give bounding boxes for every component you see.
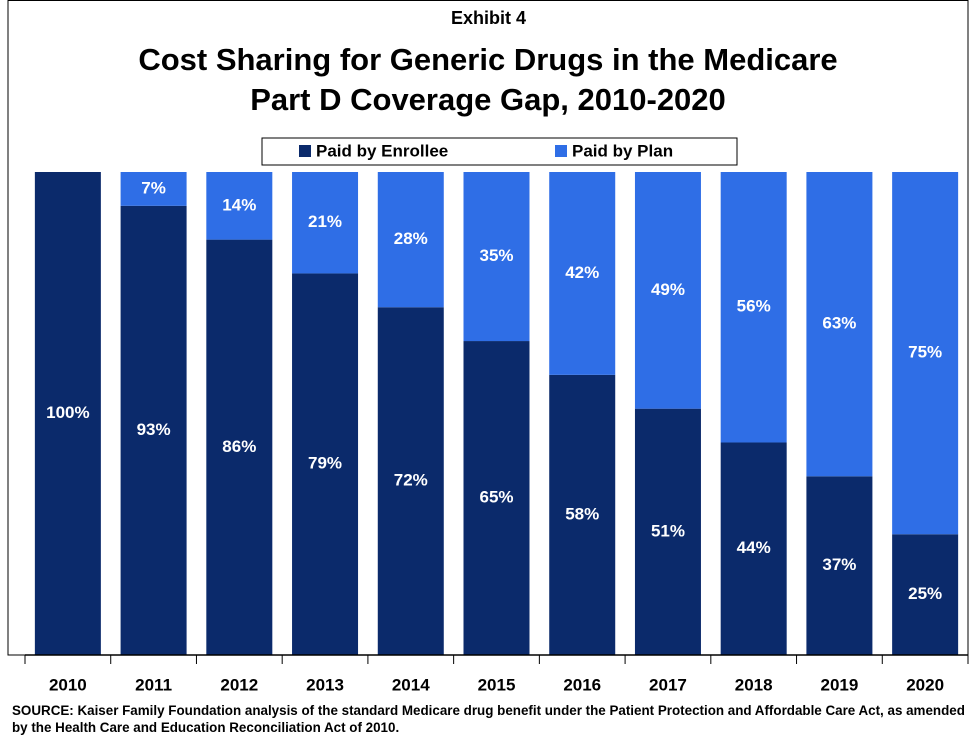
bar-segment <box>634 172 701 409</box>
data-label: 86% <box>222 437 256 456</box>
x-tick-label: 2011 <box>135 675 172 694</box>
bar-segment <box>549 172 616 375</box>
bar-segment <box>377 307 444 655</box>
data-label: 58% <box>565 504 599 523</box>
x-tick-label: 2013 <box>306 675 344 694</box>
x-tick-label: 2015 <box>478 675 516 694</box>
data-label: 49% <box>651 280 685 299</box>
data-label: 28% <box>394 229 428 248</box>
data-label: 42% <box>565 263 599 282</box>
data-label: 100% <box>46 403 89 422</box>
data-label: 25% <box>908 584 942 603</box>
data-label: 63% <box>822 314 856 333</box>
x-tick-label: 2010 <box>49 675 87 694</box>
chart-title: Cost Sharing for Generic Drugs in the Me… <box>138 42 838 117</box>
x-tick-label: 2016 <box>563 675 601 694</box>
data-label: 44% <box>737 538 771 557</box>
data-label: 37% <box>822 555 856 574</box>
bar-segment <box>206 239 273 655</box>
bar-segment <box>377 172 444 308</box>
bar-segment <box>120 172 187 206</box>
x-tick-label: 2014 <box>392 675 430 694</box>
x-tick-label: 2019 <box>820 675 858 694</box>
data-label: 51% <box>651 521 685 540</box>
bar-segment <box>463 172 530 342</box>
x-tick-label: 2018 <box>735 675 773 694</box>
bar-segment <box>892 534 959 655</box>
bar-segment <box>292 172 359 274</box>
chart-subtitle: Exhibit 4 <box>450 8 526 28</box>
data-label: 72% <box>394 471 428 490</box>
bar-segment <box>292 273 359 655</box>
source-note: SOURCE: Kaiser Family Foundation analysi… <box>12 703 965 735</box>
data-label: 75% <box>908 343 942 362</box>
bar-segment <box>806 476 873 655</box>
bar-segment <box>34 172 101 655</box>
bar-segment <box>206 172 273 240</box>
data-label: 79% <box>308 454 342 473</box>
data-label: 93% <box>137 420 171 439</box>
data-label: 65% <box>479 488 513 507</box>
bar-segment <box>463 341 530 655</box>
bar-segment <box>720 442 787 655</box>
legend-label: Paid by Plan <box>572 141 673 160</box>
x-tick-label: 2017 <box>649 675 687 694</box>
legend-box <box>261 137 738 166</box>
data-label: 35% <box>479 246 513 265</box>
bar-segment <box>892 172 959 535</box>
bar-segment <box>806 172 873 477</box>
bar-segment <box>634 408 701 655</box>
legend-swatch <box>299 145 311 157</box>
data-label: 56% <box>737 297 771 316</box>
data-label: 7% <box>141 178 166 197</box>
x-tick-label: 2020 <box>906 675 944 694</box>
data-label: 14% <box>222 195 256 214</box>
legend-label: Paid by Enrollee <box>316 141 448 160</box>
bar-segment <box>720 172 787 443</box>
bar-segment <box>549 374 616 655</box>
data-label: 21% <box>308 212 342 231</box>
legend-swatch <box>555 145 567 157</box>
x-tick-label: 2012 <box>220 675 258 694</box>
bar-segment <box>120 205 187 655</box>
